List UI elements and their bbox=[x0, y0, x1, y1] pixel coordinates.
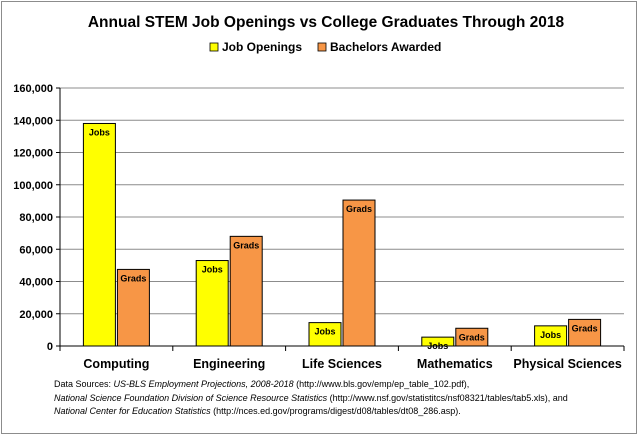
data-label: Grads bbox=[572, 323, 598, 333]
y-tick-label: 160,000 bbox=[13, 83, 53, 95]
data-label: Grads bbox=[346, 204, 372, 214]
data-label: Jobs bbox=[202, 265, 223, 275]
y-tick-label: 100,000 bbox=[13, 180, 53, 192]
y-tick-label: 80,000 bbox=[19, 212, 53, 224]
source-line: National Center for Education Statistics… bbox=[54, 405, 634, 419]
data-label: Grads bbox=[233, 240, 259, 250]
bar-grads bbox=[342, 199, 376, 347]
x-category-label: Computing bbox=[83, 357, 149, 371]
data-label: Jobs bbox=[89, 127, 110, 137]
data-label: Jobs bbox=[314, 327, 335, 337]
legend-swatch bbox=[209, 42, 219, 52]
data-label: Jobs bbox=[540, 330, 561, 340]
data-sources-note: Data Sources: US-BLS Employment Projecti… bbox=[54, 378, 634, 419]
source-line: Data Sources: US-BLS Employment Projecti… bbox=[54, 378, 634, 392]
x-category-label: Mathematics bbox=[417, 357, 493, 371]
bar-grads bbox=[116, 268, 150, 347]
x-category-label: Physical Sciences bbox=[513, 357, 621, 371]
data-label: Grads bbox=[120, 273, 146, 283]
chart-legend: Job Openings Bachelors Awarded bbox=[209, 40, 441, 54]
legend-swatch bbox=[317, 42, 327, 52]
legend-label: Bachelors Awarded bbox=[330, 40, 441, 54]
bar-grads bbox=[568, 318, 602, 347]
source-line: National Science Foundation Division of … bbox=[54, 392, 634, 406]
source-title: National Center for Education Statistics bbox=[54, 406, 211, 416]
chart-title: Annual STEM Job Openings vs College Grad… bbox=[88, 14, 565, 31]
source-text: (http://www.nsf.gov/statistitcs/nsf08321… bbox=[327, 392, 568, 403]
source-text: (http://www.bls.gov/emp/ep_table_102.pdf… bbox=[293, 379, 470, 389]
y-axis: 0 20,000 40,000 60,000 80,000 100,000 120,000 1… bbox=[13, 83, 61, 353]
x-category-label: Life Sciences bbox=[302, 357, 382, 371]
x-axis: Computing Engineering Life Sciences Mathema… bbox=[59, 345, 625, 371]
x-category-label: Engineering bbox=[193, 357, 265, 371]
y-tick-label: 40,000 bbox=[19, 277, 53, 289]
y-tick-label: 60,000 bbox=[19, 244, 53, 256]
source-title: US-BLS Employment Projections, 2008-2018 bbox=[113, 379, 294, 389]
data-label: Grads bbox=[459, 332, 485, 342]
bar-jobs bbox=[195, 260, 229, 347]
y-tick-label: 20,000 bbox=[19, 309, 53, 321]
y-tick-label: 0 bbox=[47, 341, 53, 353]
y-tick-label: 120,000 bbox=[13, 148, 53, 160]
bar-grads bbox=[229, 235, 263, 347]
y-tick-label: 140,000 bbox=[13, 115, 53, 127]
source-text: (http://nces.ed.gov/programs/digest/d08/… bbox=[210, 406, 461, 416]
source-text: Data Sources: bbox=[54, 379, 114, 389]
legend-label: Job Openings bbox=[222, 40, 302, 54]
bar-jobs bbox=[82, 122, 116, 347]
source-title: National Science Foundation Division of … bbox=[54, 392, 328, 403]
